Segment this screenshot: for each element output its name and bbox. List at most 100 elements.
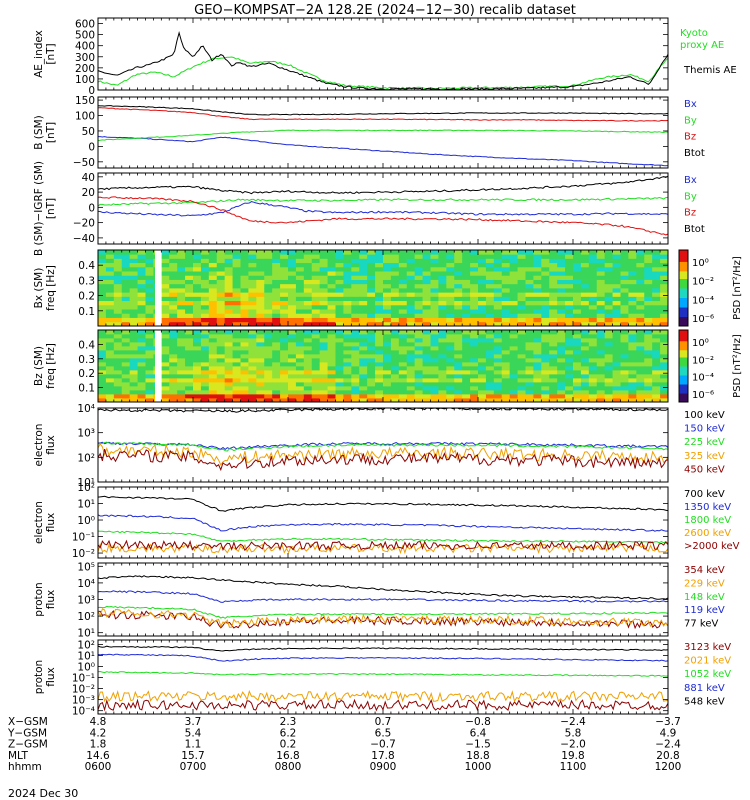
orbit-row-value: 4.2 — [90, 727, 107, 739]
legend-entry: 229 keV — [684, 578, 725, 589]
orbit-row-label: Y−GSM — [7, 727, 47, 739]
series-line-kyoto-proxy-ae — [97, 56, 669, 90]
y-tick-label: 0.2 — [78, 291, 95, 303]
legend-entry: 2600 keV — [684, 528, 731, 539]
y-ticks: 0.4 0.3 0.2 0.1 — [78, 260, 668, 318]
orbit-row-value: 1200 — [655, 761, 682, 773]
legend-entry: Btot — [684, 148, 705, 159]
y-axis-label-line: [nT] — [45, 122, 57, 143]
colorbar-label: PSD [nT²/Hz] — [732, 256, 743, 320]
series-lines — [97, 645, 669, 712]
y-tick-label: 10¹ — [77, 499, 95, 511]
orbit-row-value: 5.4 — [185, 727, 202, 739]
y-tick-label: 0.1 — [78, 383, 95, 395]
series-legend: 700 keV 1350 keV 1800 keV 2600 keV >2000 keV — [684, 489, 740, 552]
colorbar-tick-label: 10⁻² — [692, 355, 714, 366]
series-line-450-kev — [97, 448, 669, 472]
orbit-row-value: −1.5 — [465, 739, 491, 751]
x-ticks — [97, 18, 669, 90]
orbit-row-label: hhmm — [8, 761, 42, 773]
x-ticks — [97, 563, 669, 636]
y-tick-label: 10⁰ — [77, 662, 95, 674]
colorbar-tick-label: 10⁻⁴ — [692, 373, 714, 384]
x-ticks — [97, 97, 669, 168]
orbit-row-value: 5.8 — [565, 727, 582, 739]
panel-3: Bx By Bz Btot 40 20 0 −20 −40 B (SM)−IGRF (SM) [nT… — [33, 161, 705, 256]
y-tick-label: 10³ — [77, 428, 95, 440]
y-tick-label: 100 — [75, 111, 95, 123]
series-line-354-kev — [98, 610, 669, 630]
series-line--2000-kev — [97, 539, 669, 552]
y-tick-label: 400 — [75, 41, 95, 53]
legend-entry: 1052 keV — [684, 669, 731, 680]
orbit-row-value: 4.8 — [90, 716, 107, 728]
y-tick-label: 500 — [75, 30, 95, 42]
y-tick-label: 10³ — [77, 595, 95, 607]
orbit-row-value: 17.8 — [371, 750, 394, 762]
legend-entry: Bx — [684, 99, 697, 110]
orbit-row-value: −2.0 — [560, 739, 586, 751]
y-axis-label: proton flux — [33, 660, 57, 694]
y-ticks: 10² 10¹ 10⁰ 10⁻¹ 10⁻² — [72, 482, 668, 560]
y-tick-label: −50 — [73, 157, 95, 169]
y-tick-label: 10² — [77, 452, 95, 464]
y-axis-label-line: Bx (SM) — [33, 268, 45, 309]
orbit-row-value: 6.4 — [470, 727, 487, 739]
orbit-row-value: 0600 — [85, 761, 112, 773]
orbit-row-value: 14.6 — [86, 750, 110, 762]
y-tick-label: 0.4 — [78, 339, 95, 351]
orbit-row-value: 3.7 — [185, 716, 202, 728]
orbit-row-value: −0.7 — [370, 739, 396, 751]
y-tick-label: 0 — [88, 202, 95, 214]
series-line-77-kev — [97, 575, 669, 600]
orbit-row-value: 2.3 — [280, 716, 297, 728]
panel-frame — [97, 407, 669, 483]
y-tick-label: 200 — [75, 63, 95, 75]
y-tick-label: 0.1 — [78, 306, 95, 318]
series-line-700-kev — [97, 495, 669, 512]
orbit-row-value: −2.4 — [655, 739, 681, 751]
legend-entry: 354 keV — [684, 565, 725, 576]
series-legend: Bx By Bz Btot — [684, 99, 705, 159]
legend-entry: 148 keV — [684, 592, 725, 603]
orbit-row-value: 0.2 — [280, 739, 297, 751]
orbit-row-value: 18.8 — [466, 750, 489, 762]
y-axis-label-line: B (SM)−IGRF (SM) — [33, 161, 45, 256]
series-line-225-kev — [97, 441, 669, 452]
legend-entry: Bz — [684, 208, 696, 219]
orbit-row-value: 1000 — [465, 761, 492, 773]
colorbar-label: PSD [nT²/Hz] — [732, 334, 743, 398]
colorbar-tick-label: 10⁰ — [692, 338, 709, 349]
x-ticks — [97, 487, 669, 558]
x-ticks — [97, 330, 669, 402]
orbit-row-value: 19.8 — [561, 750, 584, 762]
orbit-axis-table: 2024 Dec 30 X−GSM 4.8 3.7 2.3 0.7 −0.8 −2.4 −3.… — [7, 716, 681, 800]
series-legend: 100 keV 150 keV 225 keV 325 keV 450 keV — [684, 410, 725, 475]
orbit-row-label: Z−GSM — [8, 739, 48, 751]
y-tick-label: 10² — [77, 639, 95, 651]
series-line-themis-ae — [97, 31, 669, 91]
orbit-row-label: MLT — [8, 750, 28, 762]
panel-frame — [97, 172, 669, 245]
series-line-btot — [97, 105, 669, 116]
series-lines — [97, 105, 669, 167]
y-tick-label: 10⁻¹ — [72, 532, 95, 544]
y-tick-label: 10⁻⁴ — [72, 706, 95, 718]
panel-7: 700 keV 1350 keV 1800 keV 2600 keV >2000 keV… — [33, 482, 740, 560]
y-axis-label: B (SM)−IGRF (SM) [nT] — [33, 161, 57, 256]
orbit-row-value: 0900 — [370, 761, 397, 773]
legend-entry: By — [684, 115, 697, 126]
y-axis-label-line: B (SM) — [33, 115, 45, 149]
y-tick-label: 600 — [75, 19, 95, 31]
colorbar-tick-label: 10⁻⁶ — [692, 390, 714, 401]
y-axis-label: electron flux — [33, 424, 57, 467]
y-axis-label-line: freq [Hz] — [45, 265, 57, 311]
legend-entry: 548 keV — [684, 696, 725, 707]
y-tick-label: 0.3 — [78, 275, 95, 287]
legend-entry: 100 keV — [684, 410, 725, 421]
orbit-row-value: 6.2 — [280, 727, 297, 739]
orbit-row-value: 1.8 — [90, 739, 107, 751]
y-axis-label-line: [nT] — [45, 43, 57, 64]
panel-5: 10⁰ 10⁻² 10⁻⁴ 10⁻⁶ PSD [nT²/Hz] 0.4 0.3 0.2 0.1 B… — [33, 329, 743, 403]
